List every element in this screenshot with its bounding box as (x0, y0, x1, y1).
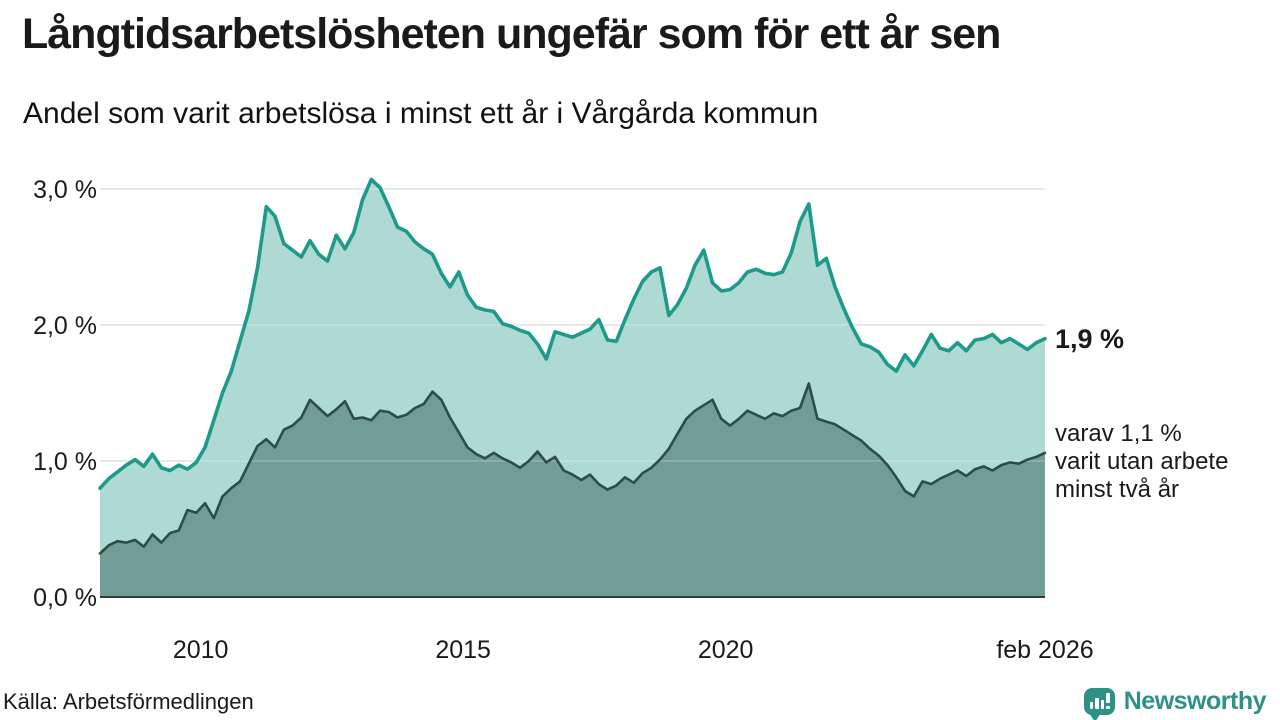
two-year-note-line: varav 1,1 % (1055, 420, 1182, 447)
two-year-note: varav 1,1 % varit utan arbete minst två … (1055, 420, 1228, 504)
page-title: Långtidsarbetslösheten ungefär som för e… (22, 10, 1001, 58)
newsworthy-brand: Newsworthy (1083, 687, 1267, 720)
newsworthy-logo-icon (1083, 688, 1115, 720)
x-tick-label: 2020 (698, 636, 754, 664)
two-year-note-line: minst två år (1055, 476, 1180, 503)
two-year-note-line: varit utan arbete (1055, 448, 1229, 475)
y-tick-label: 3,0 % (33, 176, 97, 204)
y-tick-label: 0,0 % (33, 584, 97, 612)
latest-value-label: 1,9 % (1055, 324, 1125, 354)
two-year-area-fill (100, 383, 1045, 597)
y-tick-label: 2,0 % (33, 312, 97, 340)
source-attribution: Källa: Arbetsförmedlingen (3, 689, 254, 714)
total-line (98, 177, 1047, 490)
x-tick-label: 2015 (435, 636, 491, 664)
newsworthy-logo-text: Newsworthy (1123, 687, 1267, 715)
x-tick-label: 2010 (173, 636, 229, 664)
x-tick-label: feb 2026 (996, 636, 1093, 664)
two-year-line (98, 382, 1047, 555)
page-subtitle: Andel som varit arbetslösa i minst ett å… (23, 97, 819, 130)
y-tick-label: 1,0 % (33, 448, 97, 476)
